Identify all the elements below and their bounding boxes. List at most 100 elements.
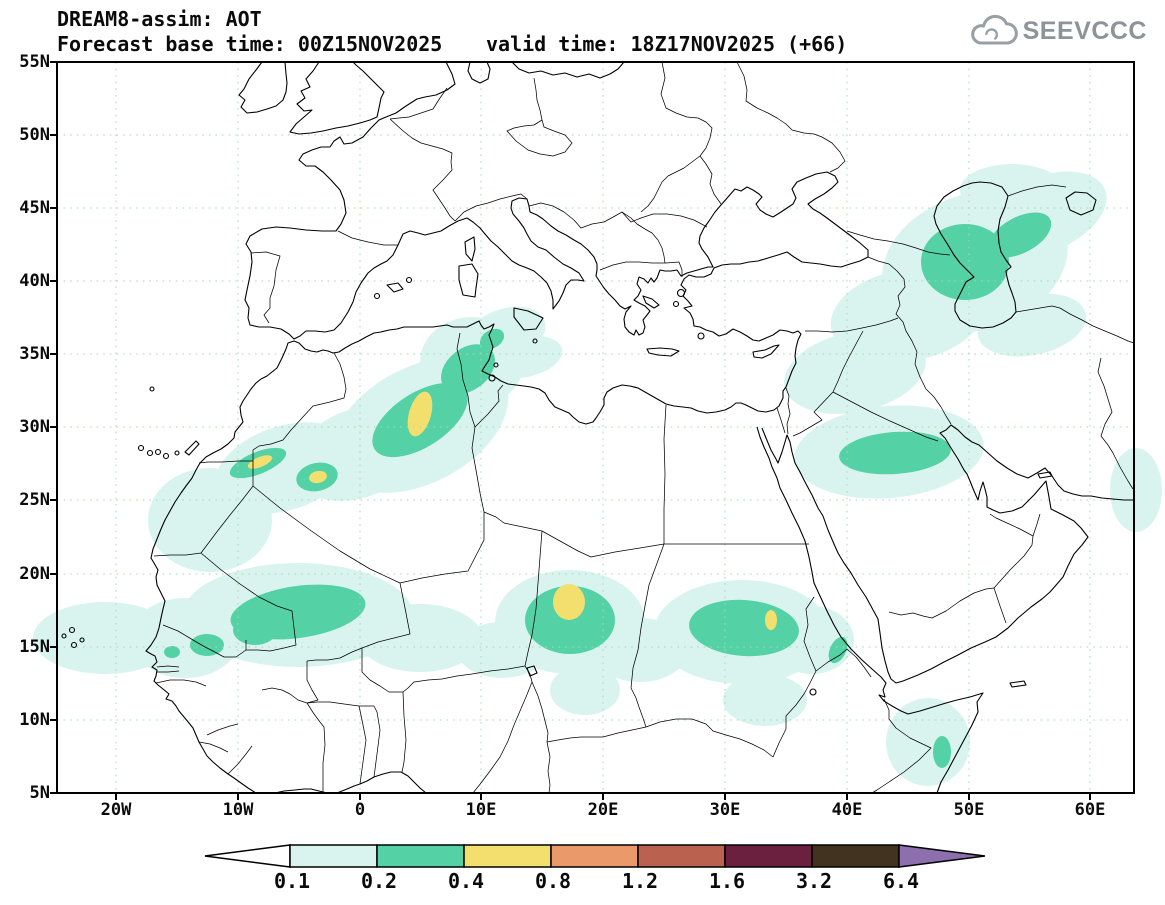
colorbar-tick: 3.2 — [795, 869, 833, 893]
lon-label: 20W — [100, 800, 132, 820]
lat-label: 15N — [19, 637, 50, 657]
coastline-aral — [1065, 191, 1097, 216]
lake-tana — [809, 688, 817, 696]
island-cyprus — [752, 344, 780, 359]
map-frame — [50, 61, 1135, 800]
aot-contour — [988, 212, 1052, 258]
colorbar-tick: 0.1 — [273, 869, 311, 893]
aot-contour — [886, 698, 970, 786]
seevccc-logo: SEEVCCC — [968, 14, 1147, 48]
axis-ticks — [50, 61, 1091, 800]
colorbar-arrow-right — [898, 844, 986, 868]
coastline-ireland — [238, 61, 288, 114]
coastline-layer — [61, 61, 1134, 794]
lon-label: 60E — [1074, 800, 1106, 820]
colorbar-tick: 1.2 — [621, 869, 659, 893]
lon-label: 10W — [222, 800, 254, 820]
island-qeshm — [1037, 471, 1053, 479]
forecast-base-time: Forecast base time: 00Z15NOV2025 — [57, 32, 443, 56]
lon-label: 40E — [831, 800, 863, 820]
lat-label: 35N — [19, 344, 50, 364]
coastline-britain — [289, 61, 385, 135]
island-lesbos — [676, 288, 686, 298]
aot-contour — [723, 674, 807, 726]
island-chios — [672, 300, 680, 308]
grid-layer — [57, 62, 1134, 793]
colorbar-tick: 0.2 — [360, 869, 398, 893]
lon-label: 0 — [354, 800, 366, 820]
aot-contour — [233, 615, 277, 645]
lat-label: 5N — [29, 783, 50, 803]
island-euboea — [642, 295, 660, 309]
aot-layer-yellow — [247, 391, 777, 630]
island-minorca — [405, 276, 413, 284]
colorbar-segment — [724, 844, 813, 868]
lat-label: 50N — [19, 125, 50, 145]
aot-contour — [164, 646, 180, 658]
aot-contour — [553, 584, 585, 620]
aot-contour — [247, 455, 273, 469]
colorbar-segment — [550, 844, 639, 868]
border-layer — [153, 61, 1135, 794]
colorbar-tick: 0.8 — [534, 869, 572, 893]
lake-chad — [526, 665, 538, 677]
island-djerba — [488, 374, 496, 382]
colorbar-segment — [289, 844, 378, 868]
lon-label: 20E — [587, 800, 619, 820]
colorbar-segment — [637, 844, 726, 868]
coastline-caspian — [933, 181, 1017, 329]
lat-label: 55N — [19, 52, 50, 72]
lon-label: 10E — [465, 800, 497, 820]
logo-text: SEEVCCC — [1022, 16, 1147, 45]
coastline-europe-africa — [145, 61, 869, 794]
aot-contour — [828, 636, 848, 664]
coastline-baltic — [467, 61, 625, 84]
island-mallorca — [386, 282, 404, 293]
islands-canary — [137, 440, 200, 460]
island-crete — [646, 347, 680, 357]
aot-contour — [977, 293, 1087, 357]
lon-label: 30E — [709, 800, 741, 820]
lat-label: 45N — [19, 198, 50, 218]
colorbar-tick: 6.4 — [882, 869, 920, 893]
aot-contour — [407, 391, 433, 437]
island-malta — [532, 338, 538, 344]
aot-contour — [309, 470, 327, 484]
lat-label: 10N — [19, 710, 50, 730]
colorbar-segment — [811, 844, 900, 868]
colorbar — [204, 844, 986, 868]
island-kerkennah — [493, 362, 499, 368]
lon-label: 50E — [953, 800, 985, 820]
aot-contour — [839, 431, 951, 475]
island-madeira — [149, 386, 155, 392]
island-ibiza — [373, 292, 381, 300]
valid-time: valid time: 18Z17NOV2025 (+66) — [486, 32, 848, 56]
aot-contour — [960, 164, 1064, 216]
colorbar-tick: 0.4 — [447, 869, 485, 893]
island-corsica — [464, 236, 476, 262]
colorbar-tick: 1.6 — [708, 869, 746, 893]
island-sicily — [513, 307, 544, 331]
aot-contour — [487, 335, 563, 379]
coastline-redsea-horn — [756, 426, 984, 794]
lat-label: 30N — [19, 417, 50, 437]
island-socotra — [1009, 680, 1027, 688]
lat-label: 40N — [19, 271, 50, 291]
lat-label: 25N — [19, 490, 50, 510]
colorbar-arrow-left — [204, 844, 291, 868]
aot-contour — [441, 344, 495, 394]
aot-contour — [933, 736, 951, 768]
page-title: DREAM8-assim: AOT — [57, 7, 262, 31]
aot-contour — [190, 634, 224, 656]
island-rhodes — [697, 332, 705, 340]
colorbar-segment — [376, 844, 465, 868]
island-sardinia — [458, 263, 479, 298]
aot-contour — [765, 610, 777, 630]
colorbar-segment — [463, 844, 552, 868]
aot-contour — [358, 604, 482, 672]
coastline-arabia-iran — [761, 424, 1134, 684]
aot-contour — [1110, 448, 1162, 532]
coastline-gulf-of-guinea — [274, 771, 427, 794]
